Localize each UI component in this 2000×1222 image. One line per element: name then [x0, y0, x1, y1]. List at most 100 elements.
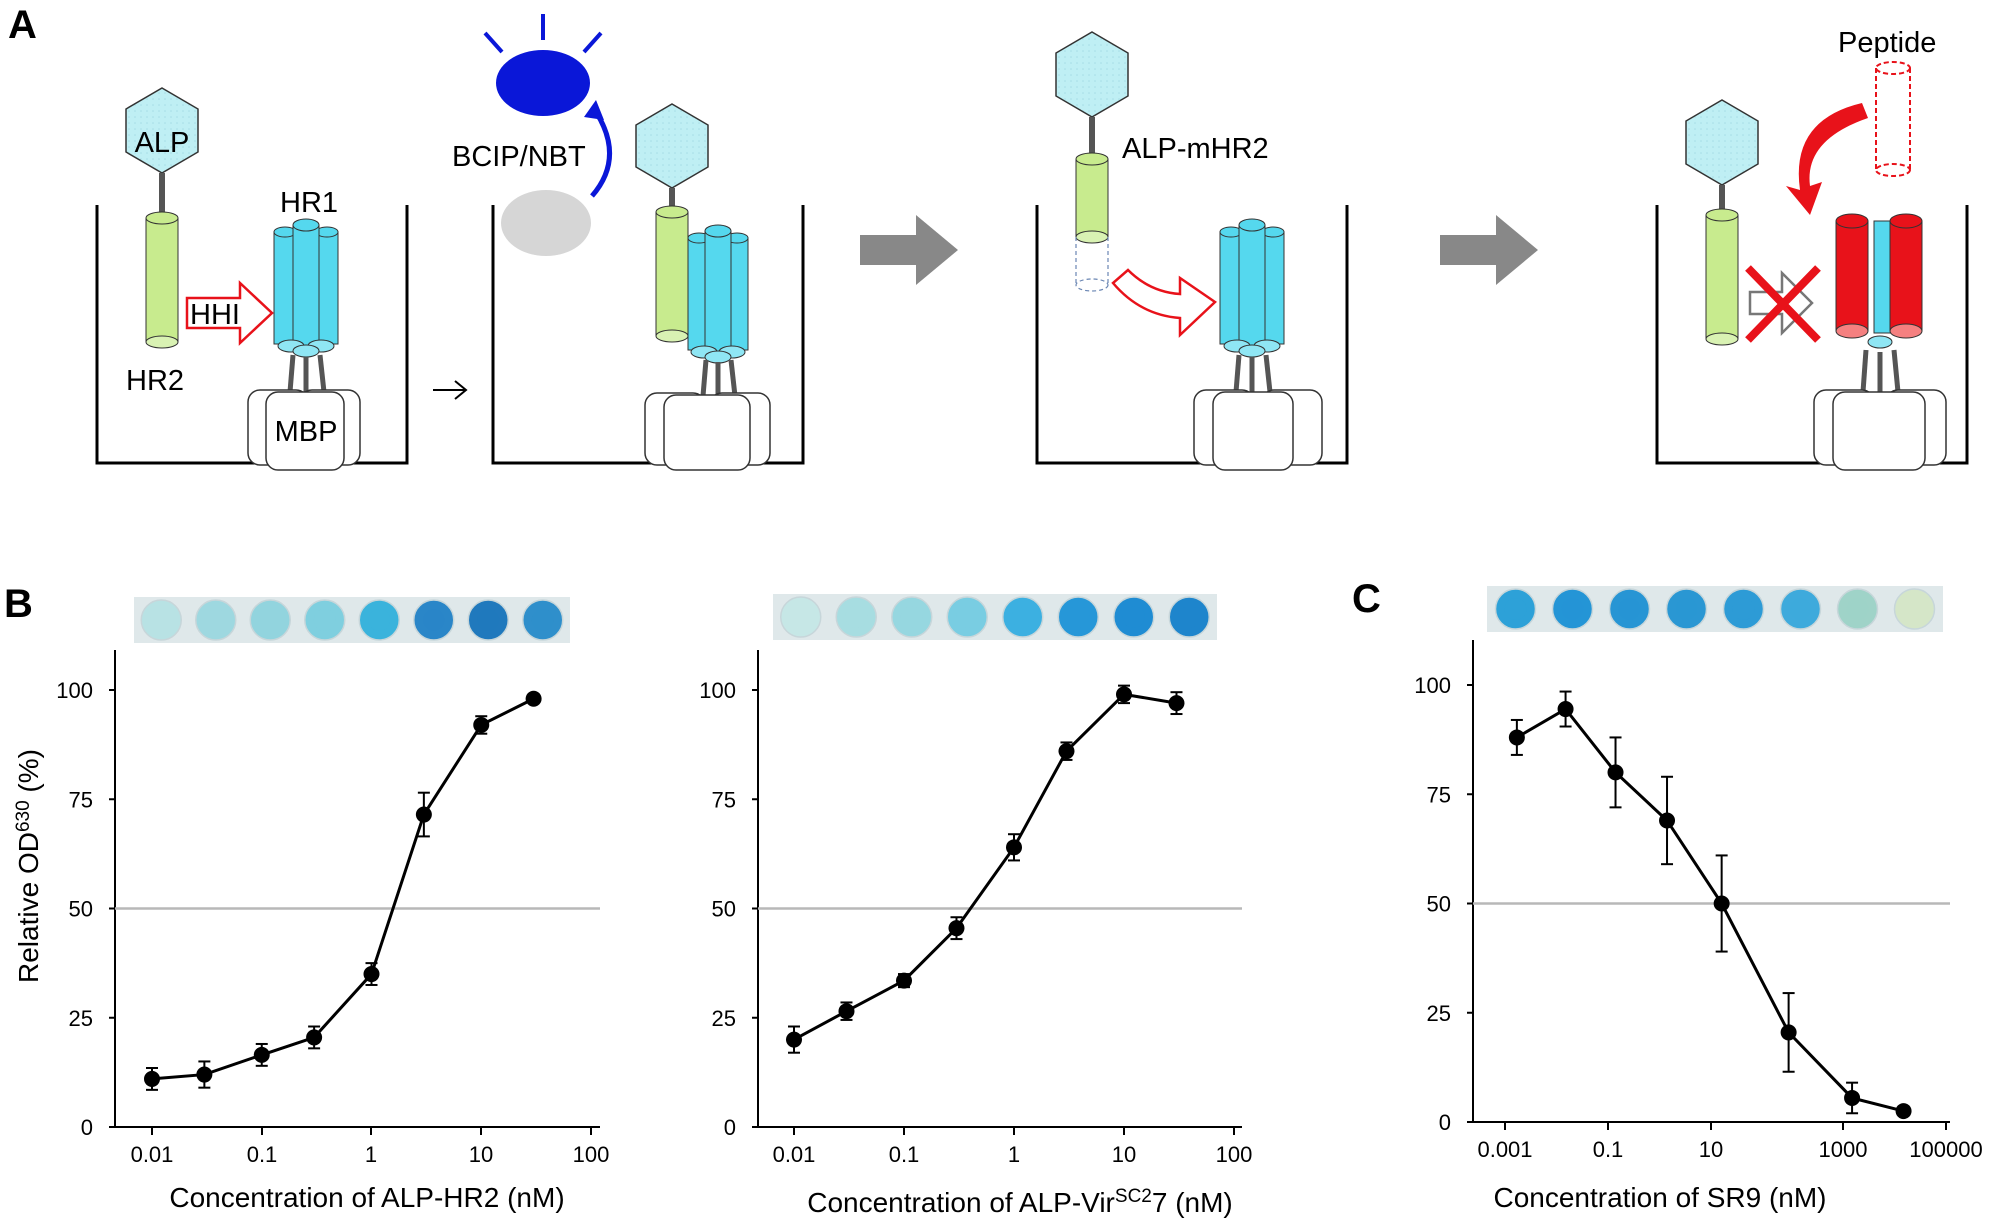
x-tick-label: 0.1 — [1593, 1137, 1624, 1162]
well-2 — [491, 205, 805, 465]
well-center — [204, 609, 227, 631]
data-point — [1116, 686, 1132, 703]
well-center — [1504, 598, 1527, 620]
y-tick-label: 75 — [69, 787, 93, 812]
step-arrow-1 — [860, 215, 958, 285]
chart-alp-vir: 0 25 50 75 100 0.01 0.1 1 10 100 — [699, 650, 1252, 1167]
x-tick-label: 0.1 — [247, 1142, 278, 1167]
x-tick-label: 1 — [1008, 1142, 1020, 1167]
series-line — [793, 692, 1177, 1041]
hr2-cylinder — [655, 205, 689, 343]
x-tick-label: 100 — [1216, 1142, 1253, 1167]
well-center — [1732, 598, 1755, 620]
data-point — [1844, 1089, 1861, 1106]
data-point — [1607, 764, 1624, 781]
data-point — [306, 1029, 323, 1046]
hr1-trimer — [273, 218, 339, 358]
data-point — [786, 1031, 802, 1048]
x-tick-label: 10 — [469, 1142, 493, 1167]
hr1-trimer — [687, 224, 749, 364]
schematic-step-4: Peptide — [1655, 27, 1969, 471]
panel-label-c: C — [1352, 577, 1381, 621]
data-point — [1713, 895, 1730, 912]
schematic-step-3: ALP-mHR2 — [1035, 31, 1349, 471]
x-tick-label: 10 — [1112, 1142, 1136, 1167]
well-center — [1903, 598, 1926, 620]
binding-arrow-red — [1786, 103, 1868, 215]
well-center — [1561, 598, 1584, 620]
data-point — [1780, 1024, 1797, 1041]
y-tick-label: 50 — [712, 897, 736, 922]
well-center — [1011, 606, 1034, 628]
x-tick-label: 0.01 — [773, 1142, 816, 1167]
data-point — [1557, 701, 1574, 718]
y-tick-label: 100 — [699, 678, 736, 703]
data-point — [253, 1046, 270, 1063]
reaction-arrow — [590, 110, 612, 198]
data-point — [1058, 743, 1075, 760]
hr1-trimer — [1219, 218, 1285, 358]
alp-label: ALP — [135, 127, 190, 159]
well-center — [259, 609, 282, 631]
y-tick-label: 25 — [712, 1006, 736, 1031]
peptide-cylinder — [1875, 61, 1911, 177]
data-point — [1895, 1103, 1912, 1120]
y-tick-label: 50 — [1427, 892, 1451, 917]
well-strip-b1 — [134, 597, 570, 643]
well-center — [1675, 598, 1698, 620]
data-point — [363, 966, 380, 983]
well-1 — [95, 205, 409, 465]
panel-label-a: A — [8, 3, 37, 47]
step-arrow-2 — [1440, 215, 1538, 285]
well-center — [956, 606, 979, 628]
y-tick-label: 75 — [1427, 782, 1451, 807]
chart-sr9: 0 25 50 75 100 0.001 0.1 10 1000 100000 — [1414, 640, 1983, 1162]
hr1-trimer-inhibited — [1835, 213, 1923, 349]
x-tick-label: 10 — [1699, 1137, 1723, 1162]
hhi-label: HHI — [190, 299, 240, 331]
y-tick-label: 0 — [81, 1115, 93, 1140]
well-center — [531, 609, 554, 631]
y-tick-label: 100 — [1414, 673, 1451, 698]
mbp-block — [1193, 389, 1323, 471]
schematic-step-2: BCIP/NBT — [452, 14, 805, 471]
data-point — [1168, 695, 1185, 712]
schematic-step-1: ALP HR2 HHI HR1 — [95, 87, 409, 471]
y-tick-label: 25 — [1427, 1001, 1451, 1026]
hr1-label: HR1 — [280, 187, 338, 219]
alp-hexagon — [1055, 31, 1129, 118]
well-4 — [1655, 205, 1969, 465]
mbp-block: MBP — [247, 389, 361, 471]
x-tick-label: 0.1 — [889, 1142, 920, 1167]
x-tick-label: 100000 — [1909, 1137, 1982, 1162]
x-axis-title-2: Concentration of ALP-VirSC27 (nM) — [807, 1186, 1233, 1218]
well-center — [1846, 598, 1869, 620]
well-center — [477, 609, 500, 631]
well-center — [900, 606, 923, 628]
data-point — [196, 1066, 213, 1083]
alp-mhr2-label: ALP-mHR2 — [1122, 133, 1269, 165]
well-center — [368, 609, 391, 631]
mbp-label: MBP — [275, 416, 338, 448]
mhr2-cylinder — [1075, 152, 1109, 292]
well-center — [150, 609, 173, 631]
substrate-gray — [501, 190, 591, 256]
well-center — [422, 609, 445, 631]
data-point — [1508, 729, 1525, 746]
mbp-block — [1813, 389, 1947, 471]
data-point — [525, 690, 542, 707]
signal-product — [483, 14, 603, 116]
well-center — [1789, 598, 1812, 620]
blocked-arrow — [1745, 265, 1821, 343]
y-tick-label: 50 — [69, 897, 93, 922]
data-point — [415, 806, 432, 823]
x-axis-title-3: Concentration of SR9 (nM) — [1493, 1182, 1826, 1213]
well-center — [1067, 606, 1090, 628]
well-center — [1178, 606, 1201, 628]
x-tick-label: 100 — [573, 1142, 610, 1167]
well-center — [313, 609, 336, 631]
x-tick-label: 0.001 — [1477, 1137, 1532, 1162]
well-strip-b2 — [773, 594, 1217, 640]
data-point — [838, 1003, 855, 1020]
y-tick-label: 0 — [1439, 1110, 1451, 1135]
